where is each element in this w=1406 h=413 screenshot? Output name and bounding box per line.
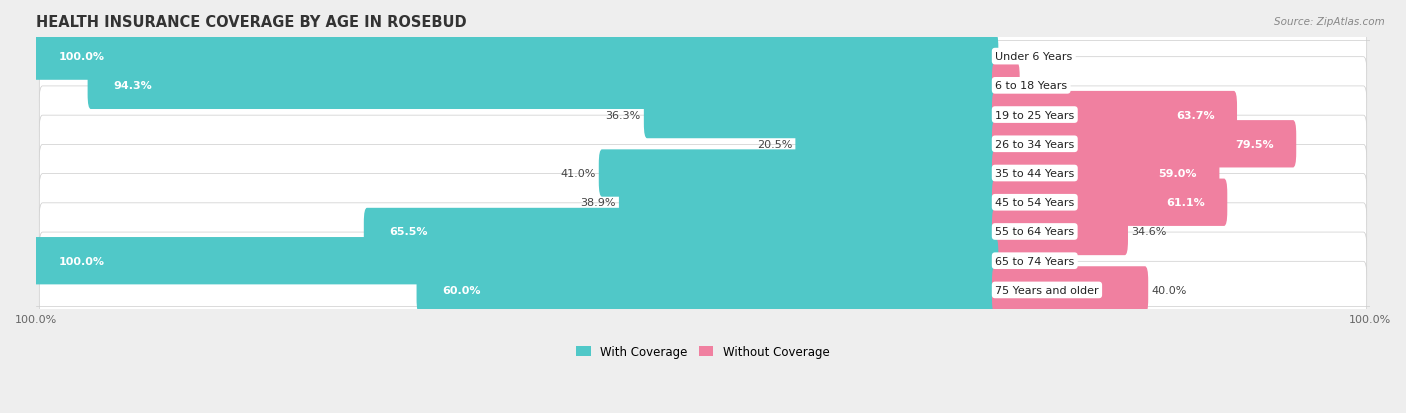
Text: 35 to 44 Years: 35 to 44 Years: [995, 169, 1074, 178]
FancyBboxPatch shape: [87, 62, 998, 110]
FancyBboxPatch shape: [993, 92, 1237, 139]
Text: 6 to 18 Years: 6 to 18 Years: [995, 81, 1067, 91]
Text: 38.9%: 38.9%: [581, 198, 616, 208]
FancyBboxPatch shape: [39, 28, 1367, 85]
Text: HEALTH INSURANCE COVERAGE BY AGE IN ROSEBUD: HEALTH INSURANCE COVERAGE BY AGE IN ROSE…: [37, 15, 467, 30]
Text: 60.0%: 60.0%: [441, 285, 481, 295]
Text: 100.0%: 100.0%: [59, 52, 104, 62]
Text: 94.3%: 94.3%: [112, 81, 152, 91]
Legend: With Coverage, Without Coverage: With Coverage, Without Coverage: [572, 341, 834, 363]
Text: 65.5%: 65.5%: [389, 227, 427, 237]
FancyBboxPatch shape: [39, 233, 1367, 290]
Text: 61.1%: 61.1%: [1167, 198, 1205, 208]
Text: 79.5%: 79.5%: [1236, 140, 1274, 150]
FancyBboxPatch shape: [796, 121, 998, 168]
Text: 40.0%: 40.0%: [1152, 285, 1187, 295]
Text: 55 to 64 Years: 55 to 64 Years: [995, 227, 1074, 237]
Text: 36.3%: 36.3%: [606, 110, 641, 120]
FancyBboxPatch shape: [599, 150, 998, 197]
FancyBboxPatch shape: [32, 237, 998, 285]
Text: 34.6%: 34.6%: [1132, 227, 1167, 237]
FancyBboxPatch shape: [39, 57, 1367, 115]
Text: 63.7%: 63.7%: [1177, 110, 1215, 120]
FancyBboxPatch shape: [993, 62, 1019, 110]
Text: 19 to 25 Years: 19 to 25 Years: [995, 110, 1074, 120]
Text: 20.5%: 20.5%: [756, 140, 792, 150]
Text: 100.0%: 100.0%: [59, 256, 104, 266]
Text: 45 to 54 Years: 45 to 54 Years: [995, 198, 1074, 208]
FancyBboxPatch shape: [619, 179, 998, 226]
FancyBboxPatch shape: [32, 33, 998, 81]
FancyBboxPatch shape: [39, 174, 1367, 231]
FancyBboxPatch shape: [993, 208, 1128, 256]
Text: Source: ZipAtlas.com: Source: ZipAtlas.com: [1274, 17, 1385, 26]
FancyBboxPatch shape: [993, 150, 1219, 197]
Text: Under 6 Years: Under 6 Years: [995, 52, 1073, 62]
Text: 65 to 74 Years: 65 to 74 Years: [995, 256, 1074, 266]
FancyBboxPatch shape: [39, 262, 1367, 319]
FancyBboxPatch shape: [39, 145, 1367, 202]
FancyBboxPatch shape: [39, 203, 1367, 261]
Text: 5.7%: 5.7%: [1024, 81, 1052, 91]
FancyBboxPatch shape: [993, 121, 1296, 168]
FancyBboxPatch shape: [993, 267, 1149, 314]
FancyBboxPatch shape: [644, 92, 998, 139]
FancyBboxPatch shape: [416, 267, 998, 314]
FancyBboxPatch shape: [993, 179, 1227, 226]
FancyBboxPatch shape: [39, 116, 1367, 173]
Text: 59.0%: 59.0%: [1159, 169, 1197, 178]
FancyBboxPatch shape: [39, 87, 1367, 144]
Text: 26 to 34 Years: 26 to 34 Years: [995, 140, 1074, 150]
Text: 75 Years and older: 75 Years and older: [995, 285, 1098, 295]
Text: 41.0%: 41.0%: [560, 169, 596, 178]
FancyBboxPatch shape: [364, 208, 998, 256]
